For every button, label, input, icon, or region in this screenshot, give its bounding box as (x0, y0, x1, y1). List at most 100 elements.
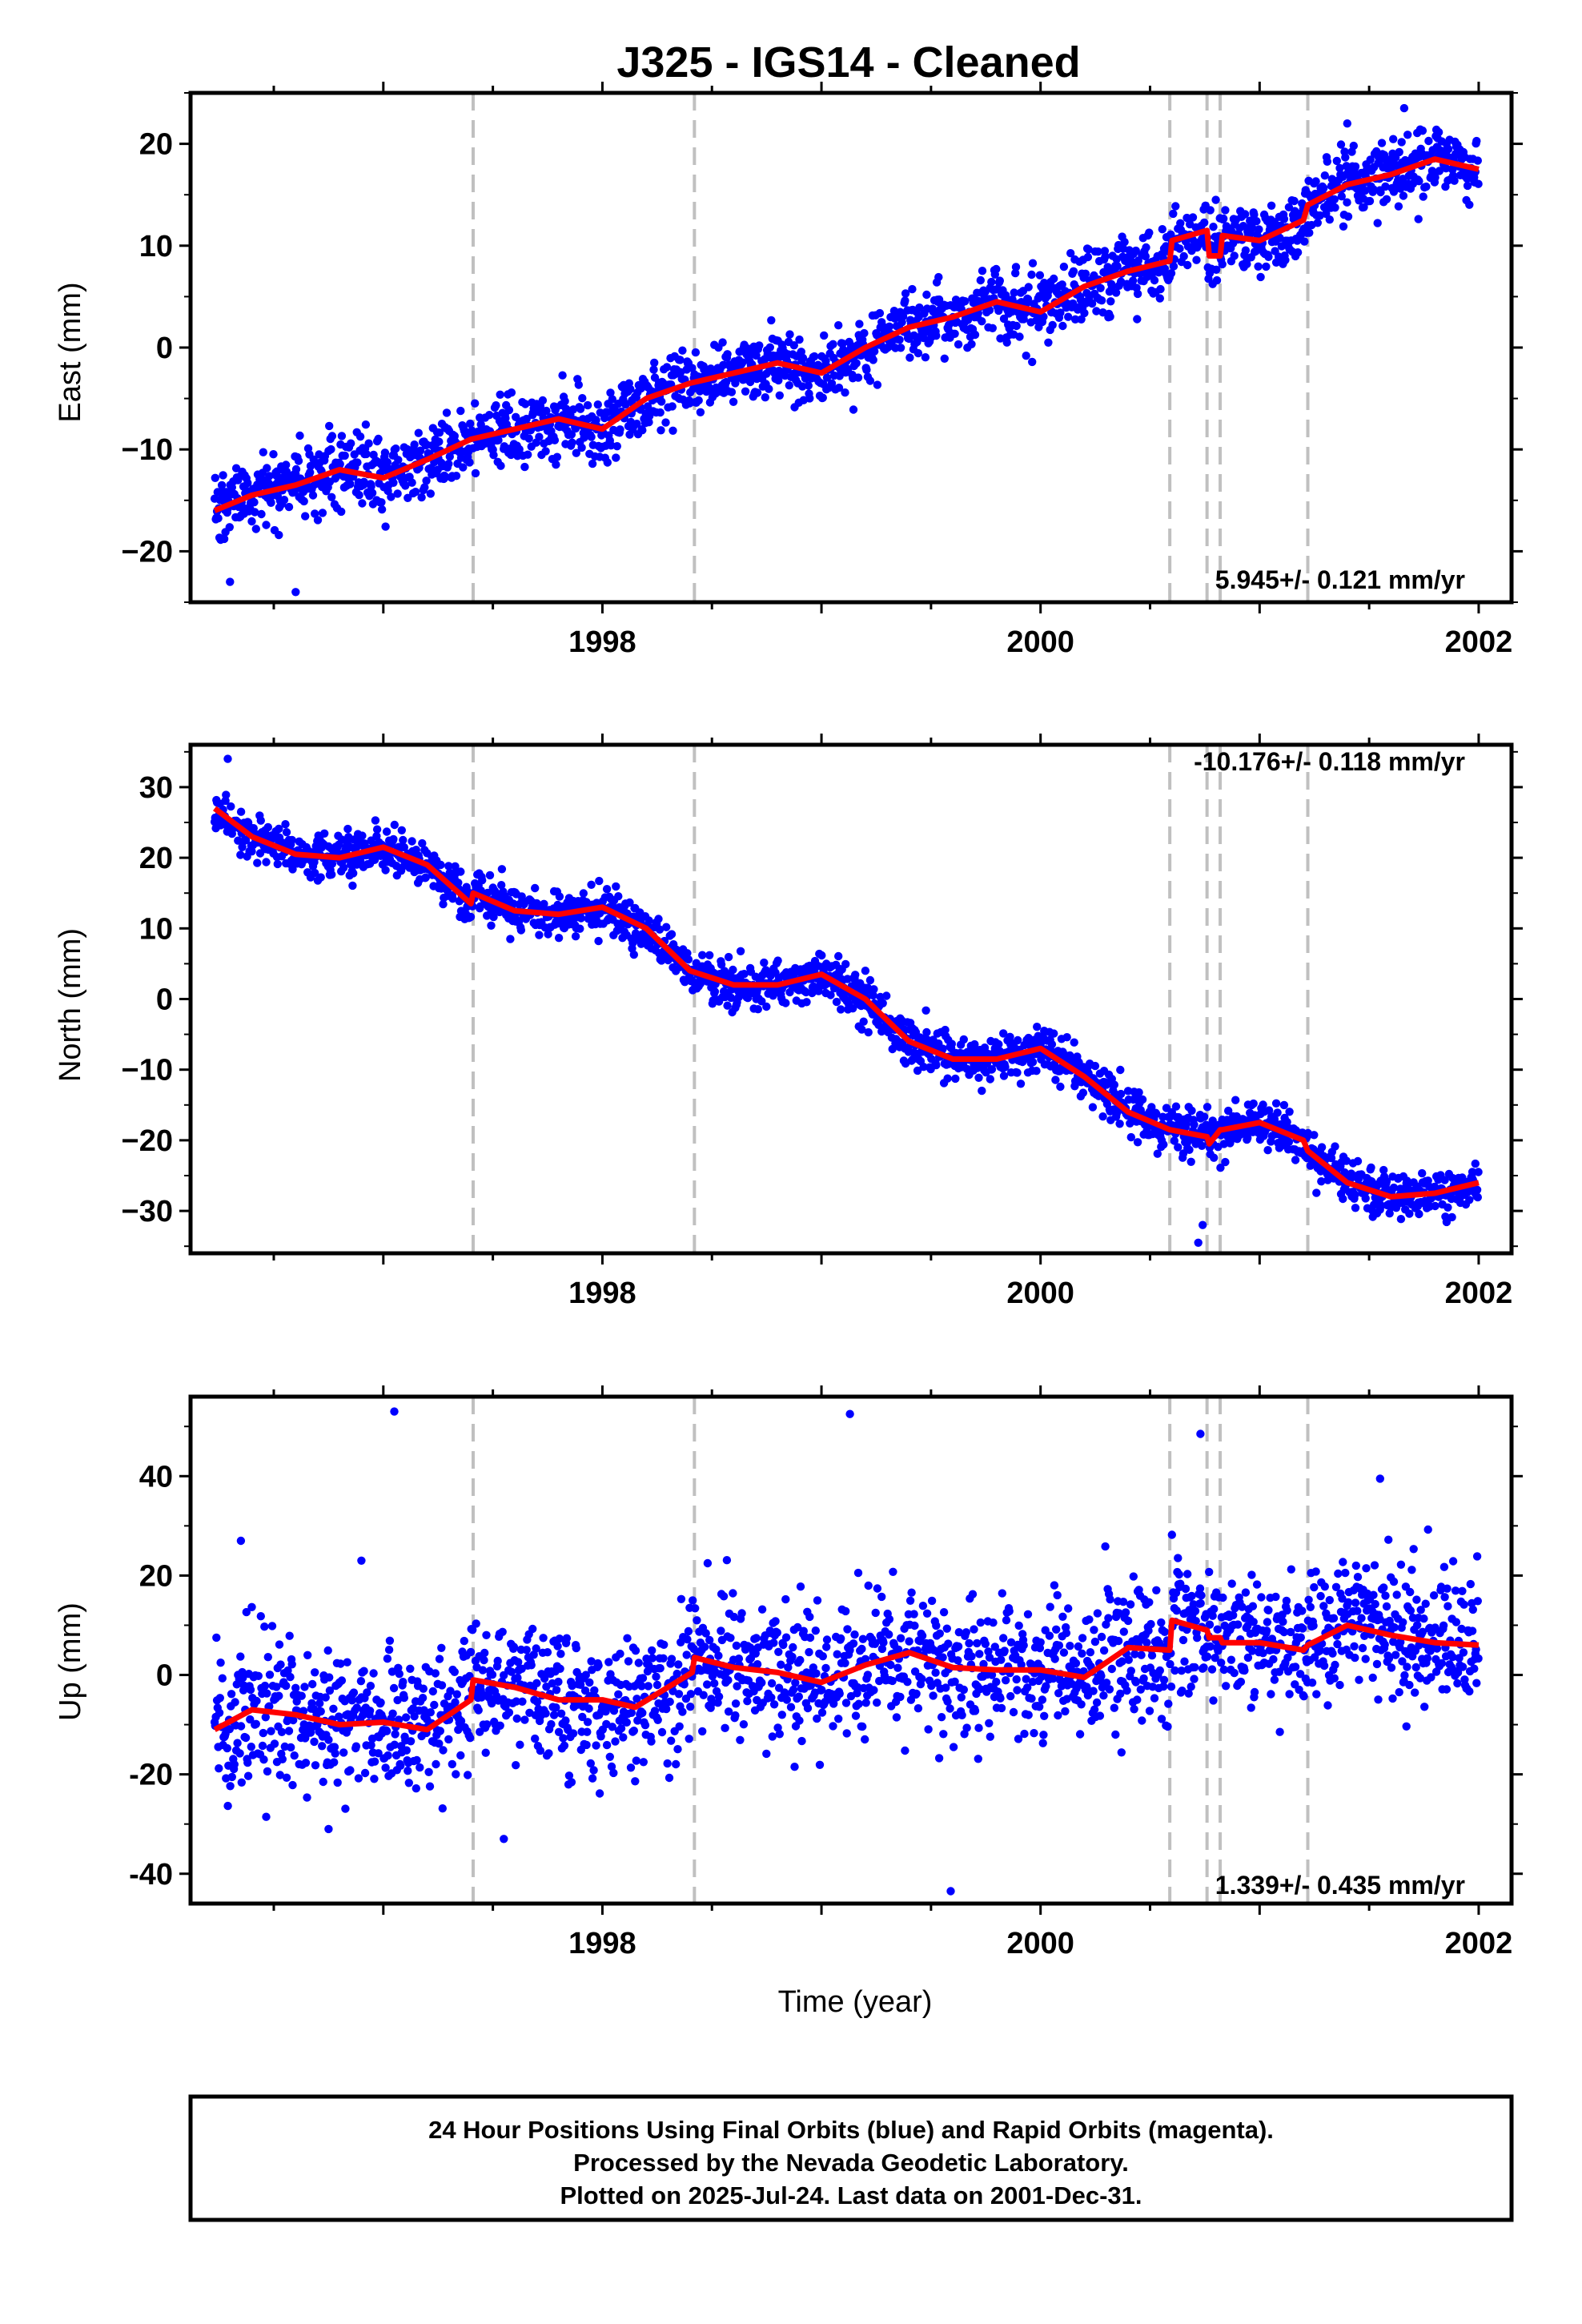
north-point (859, 1017, 868, 1026)
east-point (346, 480, 355, 489)
up-point (454, 1725, 463, 1735)
north-point (726, 993, 736, 1003)
up-point (512, 1697, 521, 1706)
north-point (849, 1004, 857, 1013)
north-point (1377, 1201, 1386, 1210)
east-point (810, 352, 819, 361)
north-point (857, 1025, 866, 1034)
north-point (478, 876, 487, 885)
north-point (1447, 1212, 1456, 1222)
up-point (737, 1609, 746, 1618)
north-point (655, 925, 665, 934)
east-point (849, 405, 858, 414)
east-point (593, 400, 602, 409)
north-point (1443, 1203, 1452, 1212)
east-point (279, 496, 289, 505)
up-point (576, 1680, 585, 1689)
up-point (665, 1697, 674, 1707)
north-point (487, 921, 496, 931)
east-point (247, 517, 256, 526)
east-point (1097, 296, 1106, 305)
north-point (1396, 1215, 1406, 1224)
east-point (1096, 283, 1105, 292)
east-point (521, 400, 530, 408)
north-point (1468, 1168, 1477, 1176)
east-point (542, 406, 551, 416)
up-point (227, 1690, 236, 1699)
up-point (736, 1735, 745, 1744)
east-point (1064, 312, 1073, 321)
east-point (1241, 210, 1250, 219)
east-point (691, 348, 701, 357)
east-point (269, 450, 278, 459)
up-point (686, 1690, 696, 1699)
east-ytick-label: 10 (139, 230, 173, 263)
east-point (885, 322, 894, 331)
north-point (1187, 1106, 1196, 1116)
east-point (668, 402, 677, 411)
up-point (400, 1693, 408, 1703)
east-point (745, 377, 755, 387)
east-point (785, 330, 794, 339)
north-point (1405, 1209, 1414, 1218)
up-point (330, 1743, 339, 1751)
up-point (614, 1690, 623, 1699)
up-point (607, 1762, 616, 1771)
north-point (408, 837, 416, 846)
north-point (579, 889, 588, 898)
north-point (1263, 1146, 1272, 1155)
east-xtick-label: 2002 (1445, 625, 1513, 659)
east-point (1293, 248, 1303, 257)
east-point (1058, 280, 1066, 289)
east-point (616, 425, 624, 434)
up-point (693, 1616, 701, 1625)
east-point (327, 444, 335, 454)
east-point (393, 489, 402, 498)
east-point (377, 498, 386, 507)
east-point (567, 430, 576, 439)
east-point (862, 365, 871, 375)
east-point (1066, 249, 1075, 258)
east-point (1474, 179, 1483, 188)
up-point (493, 1656, 502, 1666)
east-point (347, 439, 355, 448)
up-point (301, 1759, 311, 1767)
east-point (718, 338, 727, 347)
east-point (985, 306, 994, 315)
up-point (657, 1727, 667, 1737)
north-xtick-label: 1998 (568, 1277, 636, 1310)
up-point (627, 1708, 636, 1717)
north-point (236, 850, 245, 859)
up-point (619, 1733, 628, 1742)
north-point (947, 1039, 957, 1048)
up-point (653, 1715, 662, 1724)
east-point (901, 289, 910, 298)
up-point (532, 1644, 540, 1653)
up-point (536, 1746, 545, 1755)
up-point (242, 1607, 251, 1617)
north-point (1403, 1176, 1411, 1185)
up-point (383, 1655, 392, 1663)
up-point (215, 1694, 224, 1703)
north-model-line (212, 806, 1480, 1200)
east-point (1175, 244, 1184, 253)
east-point (1376, 187, 1385, 197)
up-point (705, 1635, 714, 1645)
east-point (560, 396, 569, 406)
north-point (1339, 1194, 1347, 1204)
east-point (855, 320, 864, 328)
north-point (841, 959, 850, 969)
east-point (656, 408, 665, 417)
east-point (865, 376, 875, 385)
north-point (594, 936, 603, 946)
up-point (365, 1707, 375, 1715)
north-point (263, 822, 272, 832)
north-point (1431, 1201, 1439, 1211)
east-point (257, 509, 266, 519)
east-point (626, 384, 635, 394)
east-point (262, 521, 271, 529)
east-point (723, 350, 732, 359)
